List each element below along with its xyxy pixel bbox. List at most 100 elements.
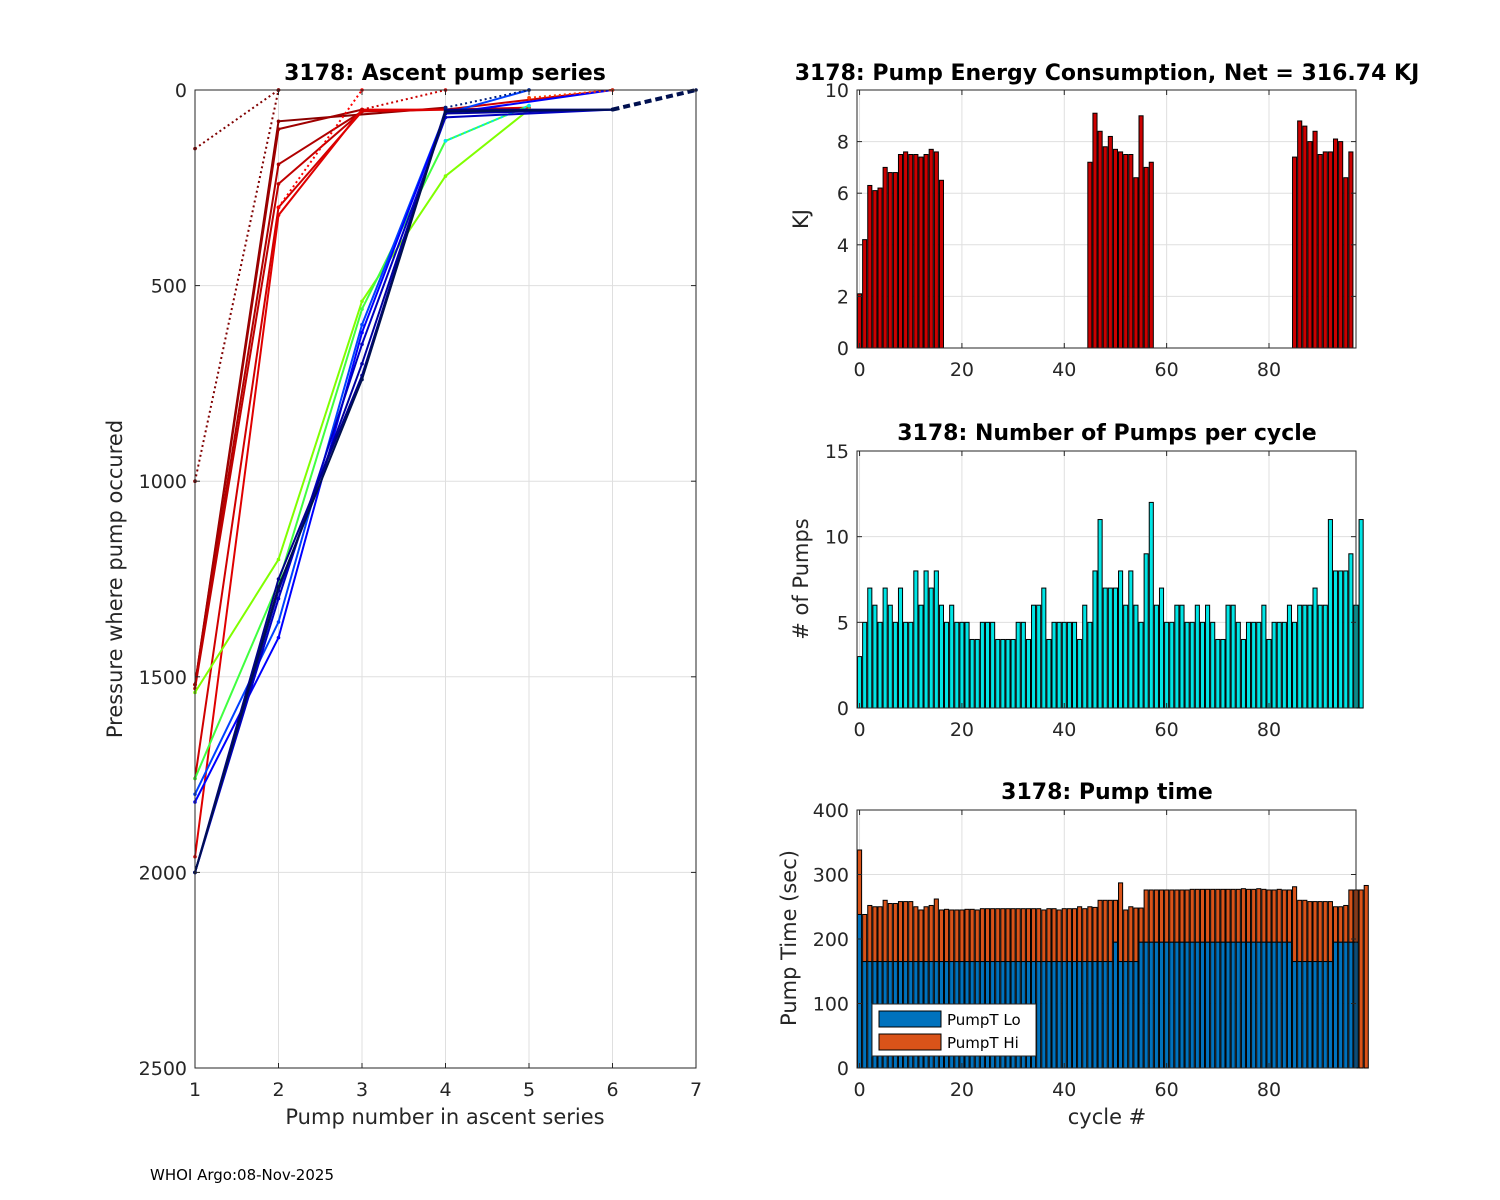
pumps-bar: [882, 587, 888, 709]
pumptime-bar-hi: [1261, 888, 1267, 943]
ascent-x-axis-label: Pump number in ascent series: [285, 1105, 604, 1129]
ascent-y-tick-label: 1000: [139, 471, 187, 493]
pumptime-bar-hi: [1215, 888, 1221, 943]
energy-bar: [867, 184, 873, 349]
pumptime-y-tick-label: 400: [813, 800, 849, 822]
ascent-x-tick-label: 5: [523, 1079, 535, 1101]
pumptime-bar-hi: [1041, 909, 1047, 963]
pumptime-bar-hi: [1312, 901, 1318, 963]
pumptime-bar-lo: [1220, 941, 1226, 1069]
energy-y-tick-label: 2: [837, 286, 849, 308]
pumptime-bar-hi: [933, 898, 939, 963]
pumps-bar: [1235, 621, 1241, 709]
ascent-series-line: [194, 89, 280, 150]
ascent-series-point: [360, 377, 364, 382]
pumps-bar: [1189, 621, 1195, 709]
pumps-x-tick-label: 40: [1052, 719, 1076, 741]
pumptime-bar-hi: [1338, 906, 1344, 943]
energy-x-tick-label: 0: [854, 359, 866, 381]
pumps-bar: [1010, 638, 1016, 709]
pumptime-bar-lo: [1322, 961, 1328, 1069]
pumptime-bar-hi: [1307, 901, 1313, 963]
energy-y-tick-label: 8: [837, 132, 849, 154]
energy-bar: [877, 187, 883, 349]
pumps-bar: [1245, 621, 1252, 709]
pumptime-bar-hi: [1066, 908, 1072, 963]
ascent-series-point: [276, 585, 281, 589]
pumps-bar: [1041, 587, 1047, 709]
pumps-bar: [933, 570, 939, 709]
pumps-bar: [1215, 638, 1221, 709]
pumptime-bar-lo: [1061, 961, 1067, 1069]
pumptime-bar-hi: [1266, 889, 1272, 943]
pumps-bar: [1358, 519, 1364, 709]
energy-bar: [1312, 130, 1318, 349]
pumps-bar: [1077, 638, 1083, 709]
pumps-bar: [1312, 587, 1318, 709]
pumptime-bar-lo: [1245, 941, 1252, 1069]
pumptime-plot: 0 20 40 60 80 0 100 200 300 400: [813, 800, 1369, 1101]
pumps-bar: [862, 621, 868, 709]
pumps-bar: [857, 656, 863, 709]
ascent-series-line: [528, 89, 613, 99]
energy-bar: [1133, 177, 1139, 349]
energy-bar: [1327, 151, 1333, 349]
pumptime-bar-hi: [938, 909, 944, 963]
energy-bar: [887, 172, 893, 349]
pumptime-bar-hi: [1148, 889, 1154, 943]
ascent-series-point: [610, 107, 615, 112]
pumps-bar: [1087, 621, 1093, 709]
energy-bar: [857, 293, 863, 349]
pumptime-bar-hi: [1327, 901, 1333, 963]
pumptime-bar-hi: [1256, 888, 1262, 943]
ascent-series-point: [360, 107, 364, 112]
ascent-x-tick-label: 1: [189, 1079, 201, 1101]
pumptime-bar-lo: [1056, 961, 1062, 1069]
pumptime-bar-hi: [1138, 907, 1144, 943]
energy-chart-title: 3178: Pump Energy Consumption, Net = 316…: [795, 61, 1420, 86]
energy-bar: [1302, 125, 1308, 349]
pumptime-bar-hi: [1123, 909, 1129, 963]
pumptime-bar-lo: [1143, 941, 1149, 1069]
pumptime-bar-lo: [1112, 941, 1119, 1069]
pumptime-bar-hi: [1102, 899, 1108, 963]
pumptime-x-tick-label: 40: [1052, 1079, 1076, 1101]
pumptime-bar-lo: [1174, 941, 1180, 1069]
pumptime-bar-lo: [1225, 941, 1231, 1069]
pumps-bar: [969, 638, 975, 709]
pumptime-y-tick-label: 300: [813, 865, 849, 887]
pumptime-bar-lo: [1261, 941, 1267, 1069]
legend-swatch-lo: [878, 1010, 942, 1028]
ascent-series-point: [276, 596, 281, 601]
pumps-bar: [1061, 621, 1067, 709]
pumptime-legend: PumpT Lo PumpT Hi: [871, 1003, 1037, 1057]
pumptime-bar-lo: [1118, 961, 1124, 1069]
pumptime-bar-hi: [1251, 888, 1257, 943]
pumptime-bar-lo: [1102, 961, 1108, 1069]
pumptime-bar-lo: [1097, 961, 1103, 1069]
energy-bar: [1317, 154, 1323, 349]
pumps-bar: [1148, 501, 1154, 709]
pumptime-bar-hi: [1061, 908, 1067, 963]
pumps-bar: [1230, 604, 1236, 709]
energy-x-tick-label: 60: [1155, 359, 1179, 381]
pumps-axes-box: [856, 450, 1357, 709]
energy-bar: [1297, 120, 1303, 349]
pumps-bar: [1015, 621, 1021, 709]
pumps-y-axis-label: # of Pumps: [789, 518, 813, 640]
pumptime-x-tick-label: 0: [854, 1079, 866, 1101]
energy-bar: [1307, 141, 1313, 349]
pumps-x-tick-label: 0: [854, 719, 866, 741]
pumptime-x-tick-label: 80: [1257, 1079, 1281, 1101]
pumptime-bar-hi: [887, 903, 893, 963]
pumptime-bar-hi: [1343, 904, 1349, 943]
pumptime-bar-hi: [954, 909, 960, 963]
pumptime-bar-hi: [1031, 908, 1037, 963]
pumptime-bar-lo: [1215, 941, 1221, 1069]
pumptime-bar-hi: [1271, 889, 1277, 943]
pumptime-bar-lo: [867, 961, 873, 1069]
ascent-series-point: [276, 119, 281, 124]
pumptime-x-tick-label: 60: [1155, 1079, 1179, 1101]
pumptime-bar-hi: [1164, 889, 1170, 943]
pumptime-bar-hi: [1143, 889, 1149, 943]
